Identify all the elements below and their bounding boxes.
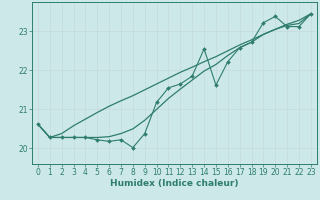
X-axis label: Humidex (Indice chaleur): Humidex (Indice chaleur) [110, 179, 239, 188]
